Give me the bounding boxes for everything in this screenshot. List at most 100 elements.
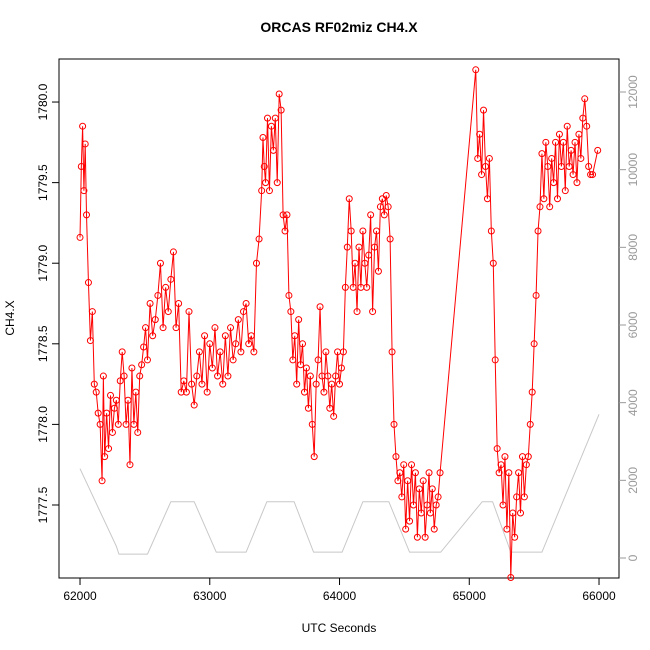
data-point: [573, 179, 581, 187]
data-point: [517, 509, 525, 517]
data-point: [122, 420, 130, 428]
data-point: [380, 211, 388, 219]
y-tick-label: 1777.5: [36, 486, 50, 523]
data-point: [561, 187, 569, 195]
data-point: [372, 227, 380, 235]
data-point: [167, 275, 175, 283]
data-point: [485, 154, 493, 162]
x-tick-label: 62000: [63, 589, 97, 603]
y-tick-label: 1779.0: [36, 245, 50, 282]
data-point: [283, 211, 291, 219]
data-point: [472, 66, 480, 74]
data-point: [126, 461, 134, 469]
data-point: [314, 356, 322, 364]
data-point: [540, 195, 548, 203]
data-point: [509, 509, 517, 517]
data-point: [258, 187, 266, 195]
data-point: [474, 154, 482, 162]
data-point: [277, 106, 285, 114]
data-point: [406, 517, 414, 525]
series-line: [79, 414, 600, 555]
data-point: [96, 420, 104, 428]
data-point: [555, 130, 563, 138]
data-point: [177, 388, 185, 396]
data-point: [538, 150, 546, 158]
data-point: [316, 303, 324, 311]
data-point: [240, 308, 248, 316]
data-point: [232, 340, 240, 348]
data-point: [480, 106, 488, 114]
y2-tick-label: 6000: [626, 311, 640, 338]
y-tick-label: 1780.0: [36, 83, 50, 120]
data-point: [80, 187, 88, 195]
plot-frame: [58, 58, 620, 579]
data-point: [103, 409, 111, 417]
data-point: [369, 308, 377, 316]
data-point: [575, 130, 583, 138]
data-point: [349, 283, 357, 291]
data-point: [142, 324, 150, 332]
data-point: [386, 235, 394, 243]
data-point: [392, 453, 400, 461]
data-point: [526, 420, 534, 428]
data-point: [130, 420, 138, 428]
data-point: [587, 171, 595, 179]
data-point: [198, 380, 206, 388]
x-tick-label: 65000: [453, 589, 487, 603]
data-point: [159, 324, 167, 332]
data-point: [581, 95, 589, 103]
data-point: [481, 163, 489, 171]
y2-tick-label: 2000: [626, 467, 640, 494]
data-point: [563, 122, 571, 130]
data-point: [101, 453, 109, 461]
data-point: [312, 380, 320, 388]
data-point: [374, 267, 382, 275]
data-point: [308, 420, 316, 428]
data-point: [324, 372, 332, 380]
data-point: [411, 469, 419, 477]
data-point: [214, 372, 222, 380]
data-point: [84, 279, 92, 287]
data-point: [528, 388, 536, 396]
data-point: [567, 146, 575, 154]
data-point: [390, 420, 398, 428]
data-point: [341, 283, 349, 291]
data-point: [77, 163, 85, 171]
data-point: [326, 404, 334, 412]
data-point: [359, 227, 367, 235]
data-point: [583, 122, 591, 130]
y-tick-label: 1778.5: [36, 325, 50, 362]
data-point: [559, 138, 567, 146]
data-point: [185, 308, 193, 316]
data-point: [208, 364, 216, 372]
y-tick-label: 1778.0: [36, 406, 50, 443]
data-point: [279, 211, 287, 219]
data-point: [281, 227, 289, 235]
data-point: [322, 348, 330, 356]
y-tick-label: 1779.5: [36, 164, 50, 201]
data-point: [118, 348, 126, 356]
data-point: [483, 195, 491, 203]
data-point: [489, 259, 497, 267]
data-point: [579, 114, 587, 122]
data-point: [426, 509, 434, 517]
data-point: [299, 340, 307, 348]
data-point: [536, 203, 544, 211]
data-point: [128, 364, 136, 372]
data-point: [110, 404, 118, 412]
data-point: [88, 308, 96, 316]
data-point: [250, 348, 258, 356]
data-point: [76, 233, 84, 241]
data-point: [252, 259, 260, 267]
data-point: [589, 171, 597, 179]
data-point: [136, 372, 144, 380]
data-point: [224, 372, 232, 380]
data-point: [396, 469, 404, 477]
data-point: [293, 380, 301, 388]
data-point: [188, 380, 196, 388]
data-point: [417, 509, 425, 517]
data-point: [353, 308, 361, 316]
data-point: [363, 283, 371, 291]
x-axis-label: UTC Seconds: [302, 621, 377, 635]
data-point: [507, 574, 515, 582]
